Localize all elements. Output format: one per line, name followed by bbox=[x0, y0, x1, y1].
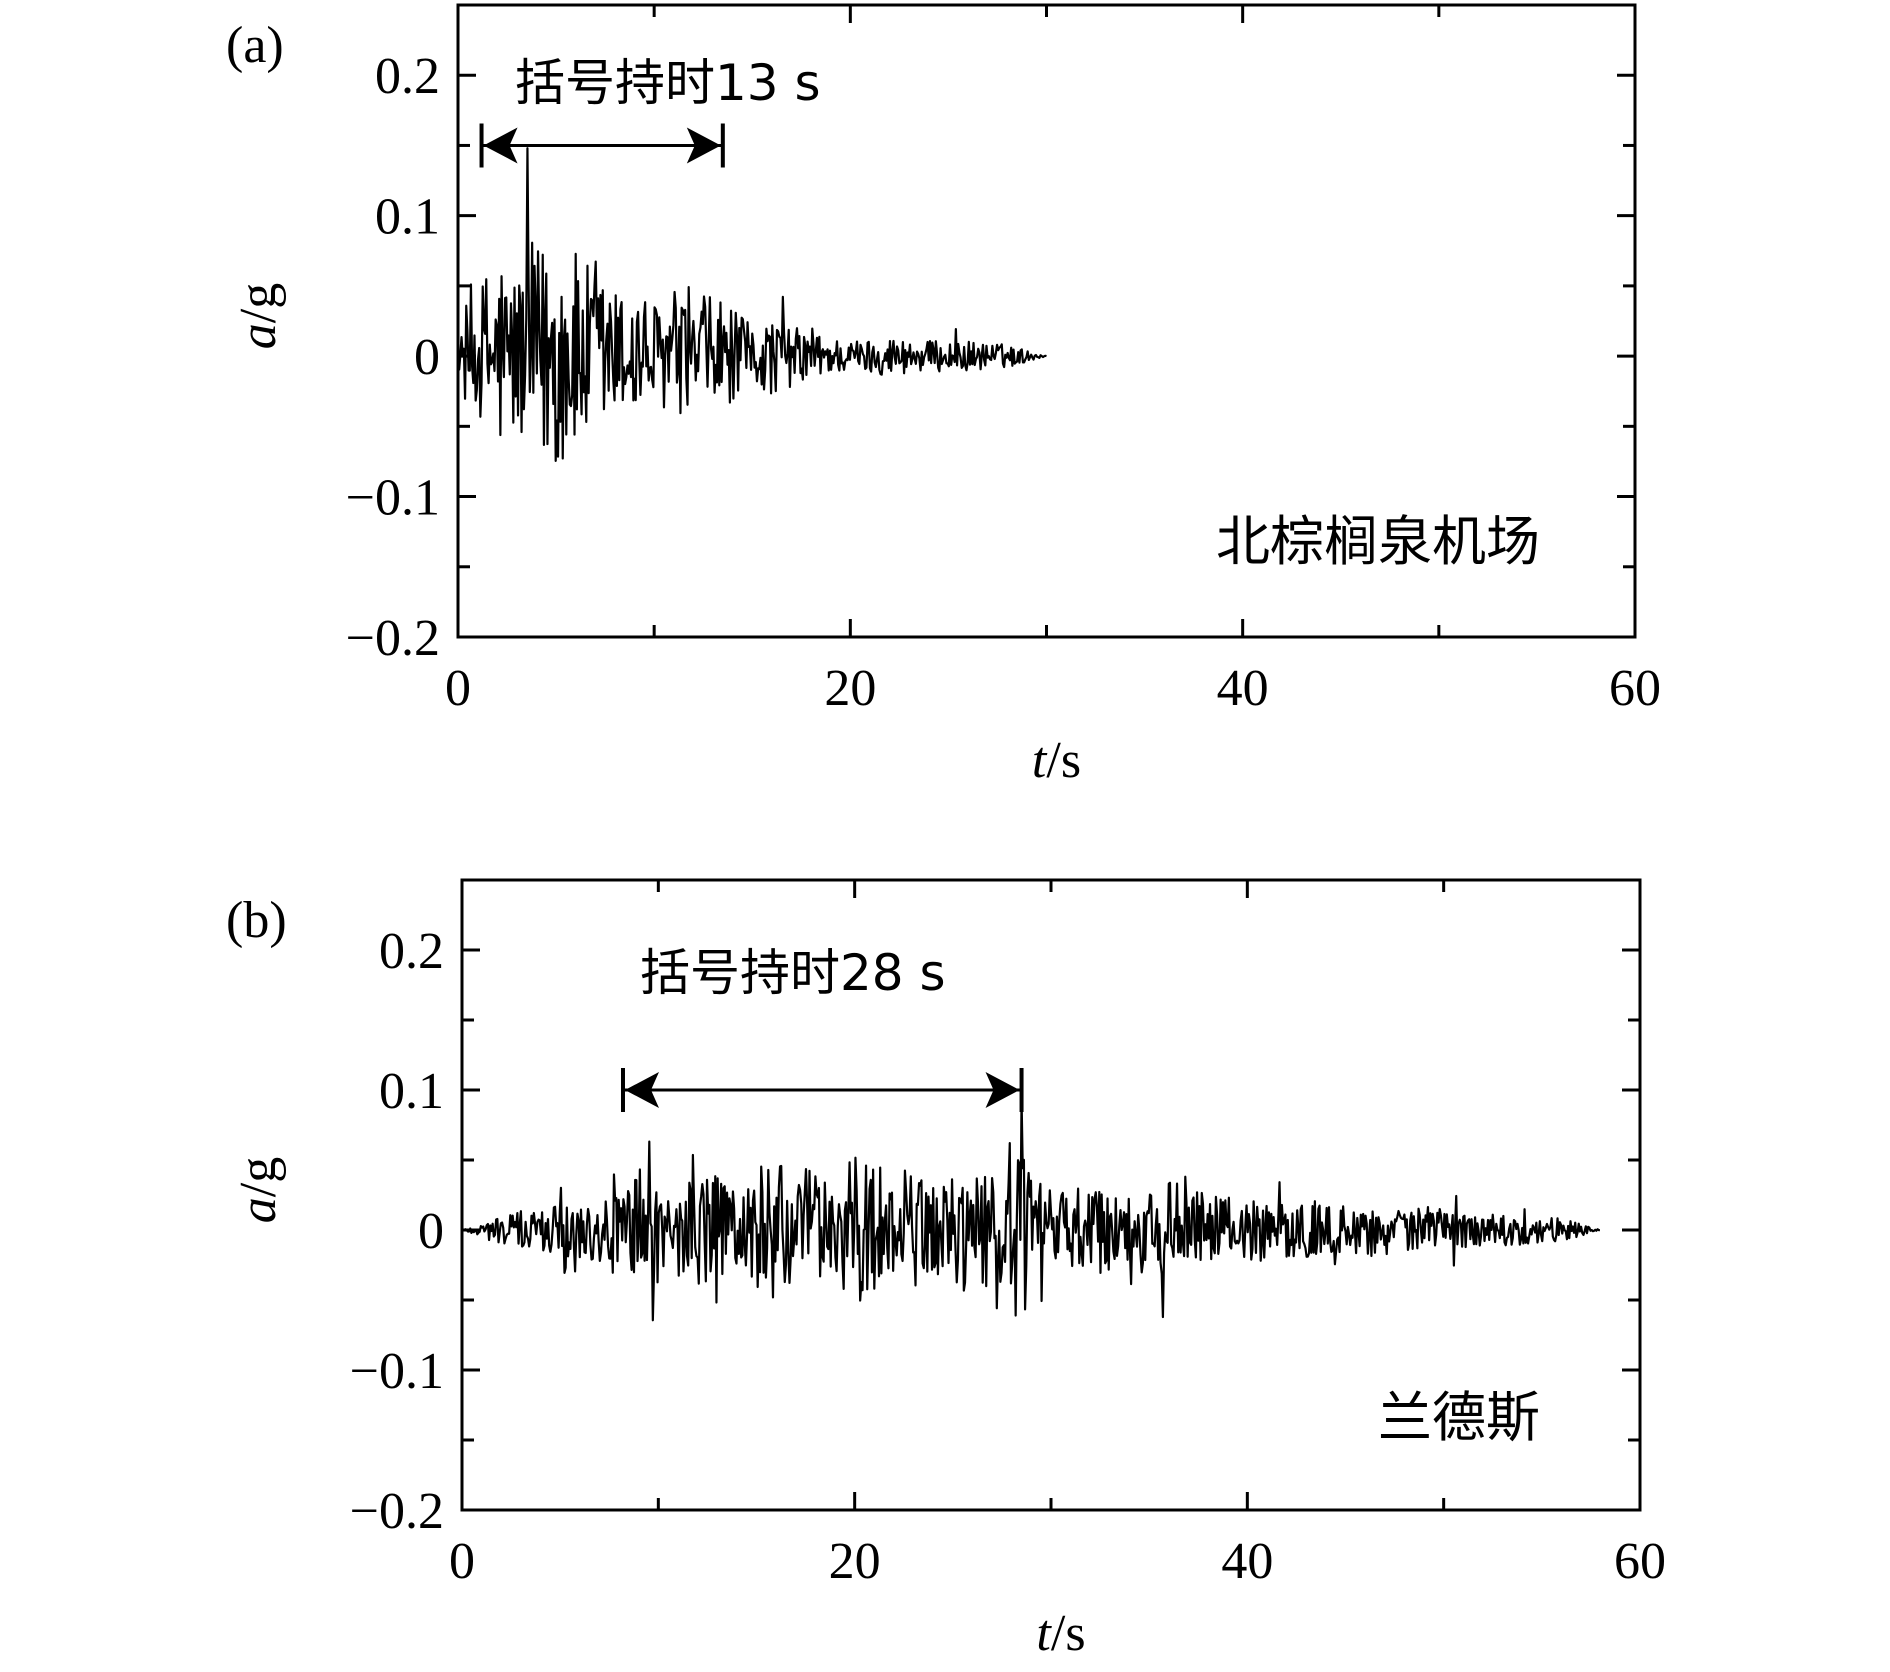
y-axis-label-italic: a bbox=[230, 323, 287, 349]
y-tick-label: 0.2 bbox=[379, 923, 444, 980]
y-axis-label-unit: /g bbox=[230, 283, 287, 323]
y-axis-label: a/g bbox=[230, 1157, 287, 1223]
duration-arrow-right-head bbox=[686, 127, 721, 164]
y-tick-label: 0 bbox=[414, 329, 440, 386]
panel-label: (b) bbox=[226, 892, 287, 949]
x-tick-label: 0 bbox=[449, 1533, 475, 1590]
panel-label: (a) bbox=[226, 17, 284, 74]
x-tick-label: 60 bbox=[1614, 1533, 1666, 1590]
x-tick-label: 20 bbox=[824, 660, 876, 717]
x-tick-label: 60 bbox=[1609, 660, 1661, 717]
y-tick-label: 0.1 bbox=[379, 1063, 444, 1120]
duration-annotation: 括号持时13 s bbox=[515, 54, 821, 112]
x-axis-label-italic: t bbox=[1032, 732, 1048, 789]
y-axis-label-unit: /g bbox=[230, 1157, 287, 1197]
acceleration-trace bbox=[456, 147, 1047, 462]
duration-arrow-left-head bbox=[483, 127, 518, 164]
y-tick-label: −0.2 bbox=[346, 610, 440, 667]
duration-arrow-left-head bbox=[624, 1072, 659, 1108]
x-axis-label: t/s bbox=[1032, 732, 1081, 789]
y-tick-label: −0.1 bbox=[346, 470, 440, 527]
x-tick-label: 40 bbox=[1221, 1533, 1273, 1590]
duration-annotation: 括号持时28 s bbox=[640, 944, 946, 1002]
y-tick-label: 0.1 bbox=[375, 189, 440, 246]
x-tick-label: 40 bbox=[1217, 660, 1269, 717]
acceleration-trace bbox=[461, 1096, 1601, 1322]
station-name: 北棕榈泉机场 bbox=[1216, 510, 1540, 573]
y-axis-label: a/g bbox=[230, 283, 287, 349]
x-tick-label: 20 bbox=[829, 1533, 881, 1590]
x-axis-label: t/s bbox=[1036, 1605, 1085, 1662]
x-tick-label: 0 bbox=[445, 660, 471, 717]
y-axis-label-italic: a bbox=[230, 1197, 287, 1223]
station-name: 兰德斯 bbox=[1378, 1386, 1540, 1449]
y-tick-label: −0.1 bbox=[350, 1343, 444, 1400]
x-axis-label-unit: /s bbox=[1046, 732, 1081, 789]
x-axis-label-italic: t bbox=[1036, 1605, 1052, 1662]
x-axis-label-unit: /s bbox=[1051, 1605, 1086, 1662]
panel-a: 0 20 40 60 −0.2 −0.1 0 0.1 0.2 t/s a/g (a) 括号持时13 s 北… bbox=[226, 3, 1661, 789]
duration-arrow-right-head bbox=[985, 1072, 1020, 1108]
panel-b: 0 20 40 60 −0.2 −0.1 0 0.1 0.2 t/s a/g (b) 括号持时28 s 兰… bbox=[226, 878, 1666, 1662]
y-tick-label: 0.2 bbox=[375, 48, 440, 105]
y-tick-label: 0 bbox=[418, 1203, 444, 1260]
y-tick-label: −0.2 bbox=[350, 1483, 444, 1540]
